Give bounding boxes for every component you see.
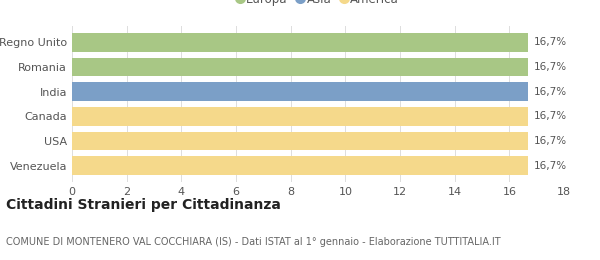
- Text: 16,7%: 16,7%: [534, 136, 567, 146]
- Bar: [72, 132, 529, 150]
- Bar: [72, 82, 529, 101]
- Text: Cittadini Stranieri per Cittadinanza: Cittadini Stranieri per Cittadinanza: [6, 198, 281, 212]
- Bar: [72, 33, 529, 51]
- Legend: Europa, Asia, America: Europa, Asia, America: [232, 0, 404, 11]
- Bar: [72, 107, 529, 126]
- Text: 16,7%: 16,7%: [534, 161, 567, 171]
- Text: 16,7%: 16,7%: [534, 111, 567, 121]
- Text: 16,7%: 16,7%: [534, 87, 567, 97]
- Text: 16,7%: 16,7%: [534, 37, 567, 47]
- Bar: [72, 157, 529, 175]
- Text: COMUNE DI MONTENERO VAL COCCHIARA (IS) - Dati ISTAT al 1° gennaio - Elaborazione: COMUNE DI MONTENERO VAL COCCHIARA (IS) -…: [6, 237, 500, 246]
- Text: 16,7%: 16,7%: [534, 62, 567, 72]
- Bar: [72, 58, 529, 76]
